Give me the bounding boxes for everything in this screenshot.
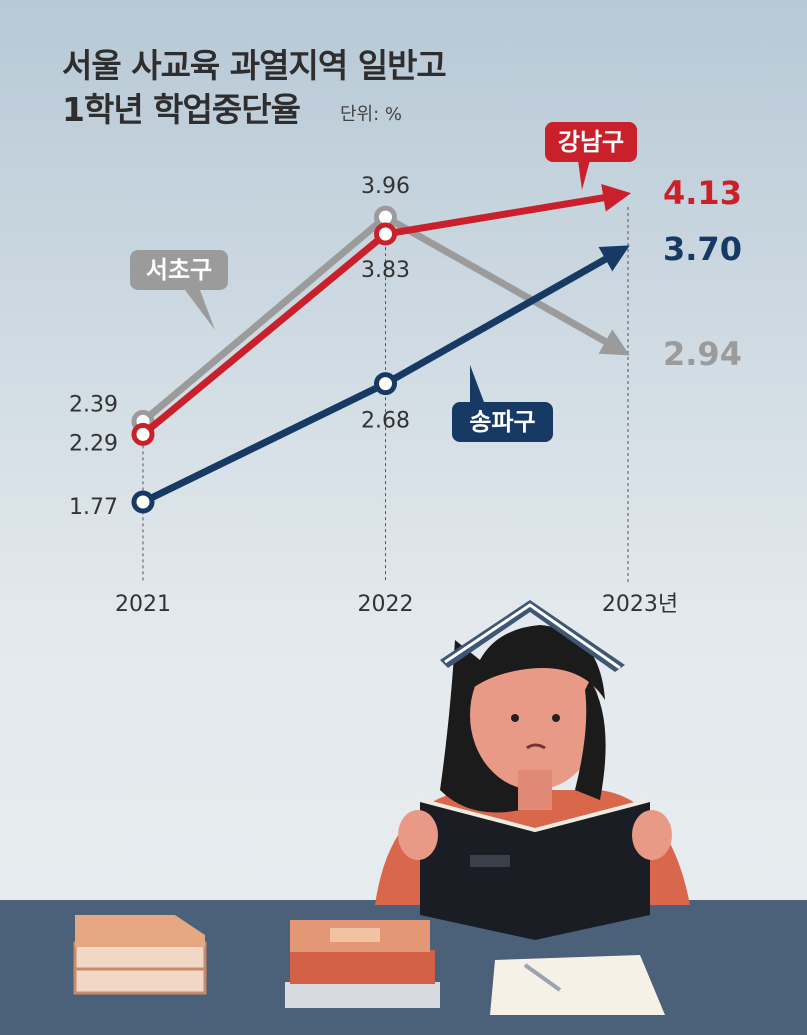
legend-label: 서초구	[146, 256, 212, 284]
legend-box	[452, 402, 553, 442]
value-label: 2.29	[69, 431, 118, 456]
legend-box	[130, 250, 228, 290]
value-label: 4.13	[663, 174, 742, 212]
chart-title: 서울 사교육 과열지역 일반고 1학년 학업중단율	[62, 46, 447, 129]
data-point	[131, 490, 155, 514]
callout-tail	[578, 160, 590, 190]
unit-label: 단위: %	[340, 104, 403, 125]
callout-tail	[185, 290, 215, 330]
callout-tail	[470, 365, 484, 402]
value-label: 3.70	[663, 230, 742, 268]
value-label: 3.83	[361, 258, 410, 283]
x-tick-label: 2023년	[602, 592, 678, 617]
legend-label: 강남구	[558, 128, 624, 156]
data-point	[374, 372, 397, 396]
legend-box	[545, 122, 637, 162]
data-point	[374, 222, 397, 246]
value-label: 2.94	[663, 335, 742, 373]
x-tick-label: 2021	[115, 592, 171, 617]
legend-label: 송파구	[469, 408, 535, 436]
value-label: 2.39	[69, 392, 118, 417]
x-tick-label: 2022	[358, 592, 414, 617]
plot: 2021 2022 2023년 2.29 3.83 4.13 2.39 3.96 2.94 1.7…	[69, 122, 742, 617]
value-label: 2.68	[361, 409, 410, 434]
value-label: 3.96	[361, 174, 410, 199]
illustration	[0, 600, 807, 1035]
value-label: 1.77	[69, 495, 118, 520]
data-point	[131, 422, 155, 446]
